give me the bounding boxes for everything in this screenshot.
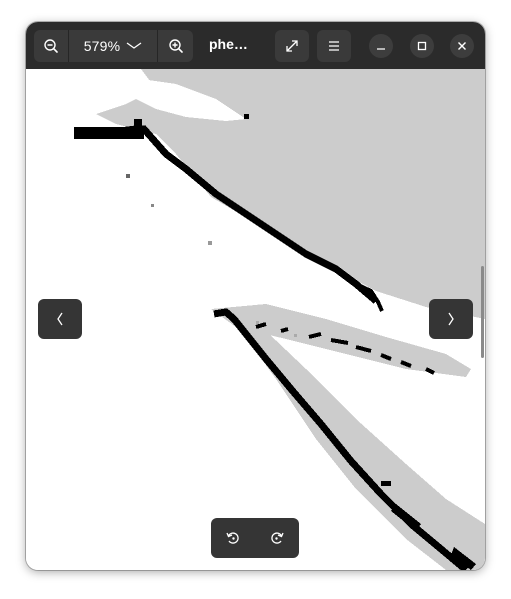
close-icon: [457, 41, 467, 51]
zoomed-image: [26, 69, 485, 570]
image-canvas[interactable]: [26, 69, 485, 570]
image-viewer-window: 579% phe…: [26, 22, 485, 570]
zoom-level-dropdown[interactable]: 579%: [69, 30, 157, 62]
chevron-right-icon: [446, 311, 456, 327]
next-image-button[interactable]: [429, 299, 473, 339]
rotate-right-icon: [269, 530, 285, 546]
chevron-down-icon: [126, 41, 142, 51]
zoom-level-value: 579%: [83, 38, 121, 54]
zoom-in-button[interactable]: [158, 30, 193, 62]
fullscreen-icon: [284, 38, 300, 54]
maximize-icon: [417, 41, 427, 51]
close-button[interactable]: [450, 34, 474, 58]
hamburger-menu-icon: [327, 40, 341, 52]
main-menu-button[interactable]: [317, 30, 351, 62]
zoom-divider: [68, 30, 69, 62]
maximize-button[interactable]: [410, 34, 434, 58]
zoom-in-icon: [168, 38, 184, 54]
header-bar: 579% phe…: [26, 22, 485, 69]
zoom-divider: [157, 30, 158, 62]
previous-image-button[interactable]: [38, 299, 82, 339]
fullscreen-button[interactable]: [275, 30, 309, 62]
minimize-button[interactable]: [369, 34, 393, 58]
zoom-out-icon: [43, 38, 59, 54]
vertical-scrollbar[interactable]: [481, 266, 484, 358]
rotate-left-button[interactable]: [211, 518, 255, 558]
rotate-right-button[interactable]: [255, 518, 299, 558]
chevron-left-icon: [55, 311, 65, 327]
zoom-out-button[interactable]: [34, 30, 68, 62]
zoom-control-group: 579%: [34, 30, 193, 62]
minimize-icon: [376, 41, 386, 51]
window-title: phe…: [209, 36, 248, 52]
rotate-controls: [211, 518, 299, 558]
rotate-left-icon: [225, 530, 241, 546]
